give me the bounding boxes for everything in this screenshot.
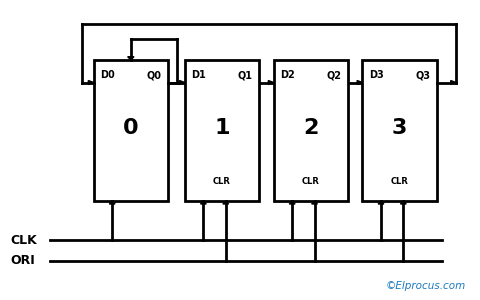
- Text: D1: D1: [191, 70, 206, 80]
- Text: Q0: Q0: [147, 70, 162, 80]
- Text: Q2: Q2: [327, 70, 342, 80]
- Bar: [94, 60, 168, 201]
- Polygon shape: [88, 80, 94, 85]
- Polygon shape: [378, 201, 384, 204]
- Text: CLR: CLR: [302, 177, 320, 186]
- Polygon shape: [357, 80, 362, 85]
- Text: D0: D0: [100, 70, 115, 80]
- Text: D3: D3: [369, 70, 384, 80]
- Polygon shape: [312, 201, 317, 204]
- Text: ©Elprocus.com: ©Elprocus.com: [385, 281, 466, 291]
- Text: 1: 1: [214, 118, 230, 138]
- Text: CLK: CLK: [11, 233, 37, 247]
- Polygon shape: [109, 201, 115, 204]
- Text: 3: 3: [392, 118, 408, 138]
- Text: CLR: CLR: [213, 177, 231, 186]
- Polygon shape: [223, 201, 228, 204]
- Text: 0: 0: [123, 118, 139, 138]
- Text: 2: 2: [303, 118, 319, 138]
- Polygon shape: [289, 201, 295, 204]
- Text: CLR: CLR: [391, 177, 408, 186]
- Polygon shape: [180, 80, 185, 85]
- Polygon shape: [451, 80, 456, 85]
- Bar: [274, 60, 348, 201]
- Bar: [185, 60, 259, 201]
- Text: D2: D2: [280, 70, 295, 80]
- Text: ORI: ORI: [11, 254, 36, 268]
- Polygon shape: [268, 80, 274, 85]
- Polygon shape: [201, 201, 206, 204]
- Bar: [362, 60, 437, 201]
- Text: Q1: Q1: [238, 70, 253, 80]
- Text: Q3: Q3: [416, 70, 431, 80]
- Polygon shape: [128, 57, 134, 60]
- Polygon shape: [400, 201, 406, 204]
